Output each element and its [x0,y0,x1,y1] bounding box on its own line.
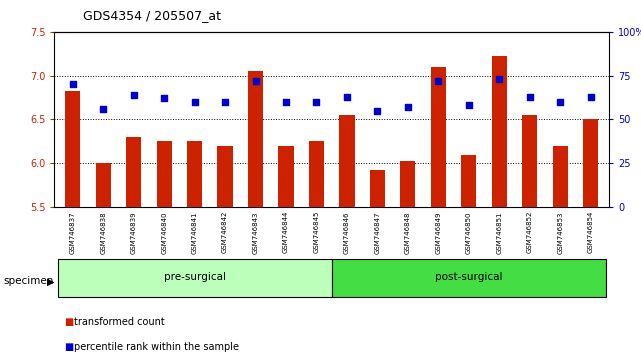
Text: GSM746843: GSM746843 [253,211,258,253]
Bar [248,71,263,207]
Text: transformed count: transformed count [74,317,165,327]
Text: GSM746852: GSM746852 [527,211,533,253]
Bar [65,91,80,207]
Bar [278,146,294,207]
Text: specimen: specimen [3,276,54,286]
Point [585,94,595,99]
Bar [96,163,111,207]
Text: percentile rank within the sample: percentile rank within the sample [74,342,238,352]
Text: GDS4354 / 205507_at: GDS4354 / 205507_at [83,9,221,22]
Bar [400,161,415,207]
Point [129,92,139,98]
Bar [553,146,568,207]
Bar [309,141,324,207]
Point [220,99,230,105]
Point [312,99,322,105]
Point [98,106,108,112]
Text: GSM746851: GSM746851 [496,211,503,253]
Text: GSM746854: GSM746854 [588,211,594,253]
Point [463,103,474,108]
Text: GSM746839: GSM746839 [131,211,137,254]
Bar [217,146,233,207]
Text: GSM746845: GSM746845 [313,211,319,253]
Bar [126,137,141,207]
Point [159,96,169,101]
Text: GSM746840: GSM746840 [161,211,167,253]
Bar [58,259,331,297]
Text: ■: ■ [64,317,73,327]
Bar [461,154,476,207]
Bar [187,141,203,207]
Point [403,104,413,110]
Text: GSM746838: GSM746838 [100,211,106,254]
Text: GSM746841: GSM746841 [192,211,197,253]
Point [190,99,200,105]
Text: GSM746837: GSM746837 [70,211,76,254]
Text: GSM746850: GSM746850 [466,211,472,253]
Bar [339,115,354,207]
Bar [156,141,172,207]
Bar [522,115,537,207]
Text: GSM746844: GSM746844 [283,211,289,253]
Point [555,99,565,105]
Text: GSM746853: GSM746853 [557,211,563,253]
Bar [583,119,598,207]
Point [68,81,78,87]
Text: GSM746842: GSM746842 [222,211,228,253]
Text: ■: ■ [64,342,73,352]
Point [433,78,444,84]
Text: GSM746847: GSM746847 [374,211,380,253]
Text: ▶: ▶ [47,276,54,286]
Text: GSM746846: GSM746846 [344,211,350,253]
Text: GSM746849: GSM746849 [435,211,442,253]
Point [524,94,535,99]
Text: GSM746848: GSM746848 [405,211,411,253]
Bar [492,56,507,207]
Bar [332,259,606,297]
Point [494,76,504,82]
Point [251,78,261,84]
Point [372,108,383,114]
Point [342,94,352,99]
Text: post-surgical: post-surgical [435,273,503,282]
Bar [370,170,385,207]
Point [281,99,291,105]
Bar [431,67,446,207]
Text: pre-surgical: pre-surgical [163,273,226,282]
